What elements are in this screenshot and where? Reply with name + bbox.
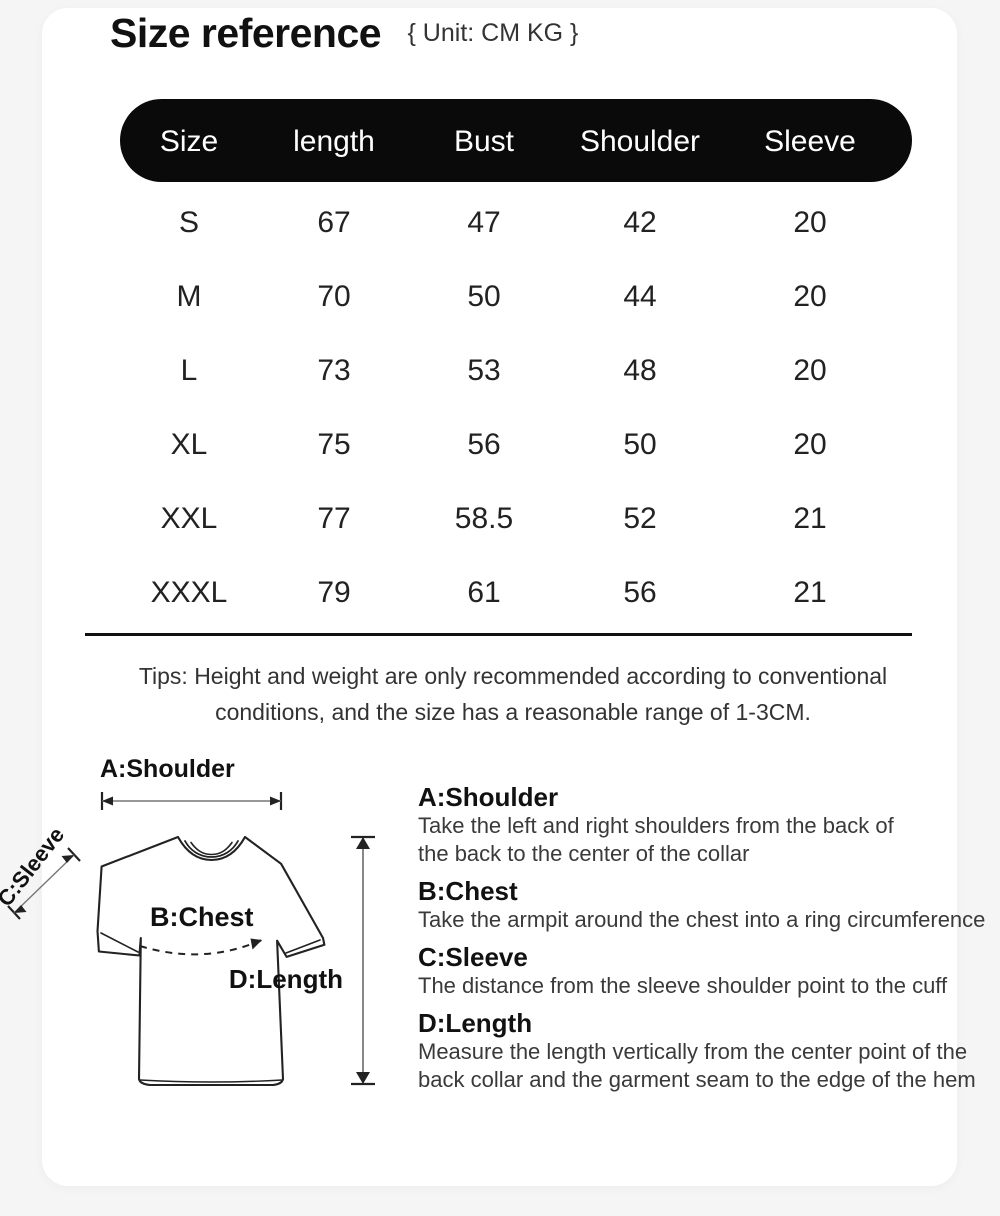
svg-text:C:Sleeve: C:Sleeve [0,822,69,911]
svg-text:D:Length: D:Length [229,964,343,994]
svg-text:B:Chest: B:Chest [150,902,254,932]
svg-text:A:Shoulder: A:Shoulder [100,755,235,783]
